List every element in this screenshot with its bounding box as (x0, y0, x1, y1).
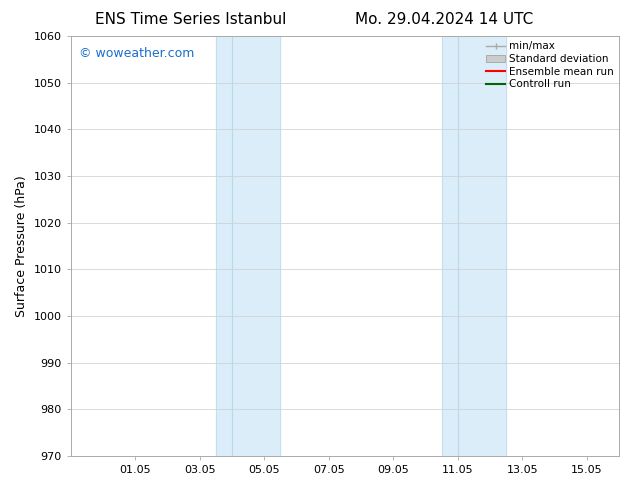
Text: © woweather.com: © woweather.com (79, 47, 194, 60)
Bar (216, 36, 280, 456)
Bar (442, 36, 506, 456)
Text: Mo. 29.04.2024 14 UTC: Mo. 29.04.2024 14 UTC (354, 12, 533, 27)
Legend: min/max, Standard deviation, Ensemble mean run, Controll run: min/max, Standard deviation, Ensemble me… (483, 38, 617, 92)
Text: ENS Time Series Istanbul: ENS Time Series Istanbul (94, 12, 286, 27)
Y-axis label: Surface Pressure (hPa): Surface Pressure (hPa) (15, 175, 28, 317)
